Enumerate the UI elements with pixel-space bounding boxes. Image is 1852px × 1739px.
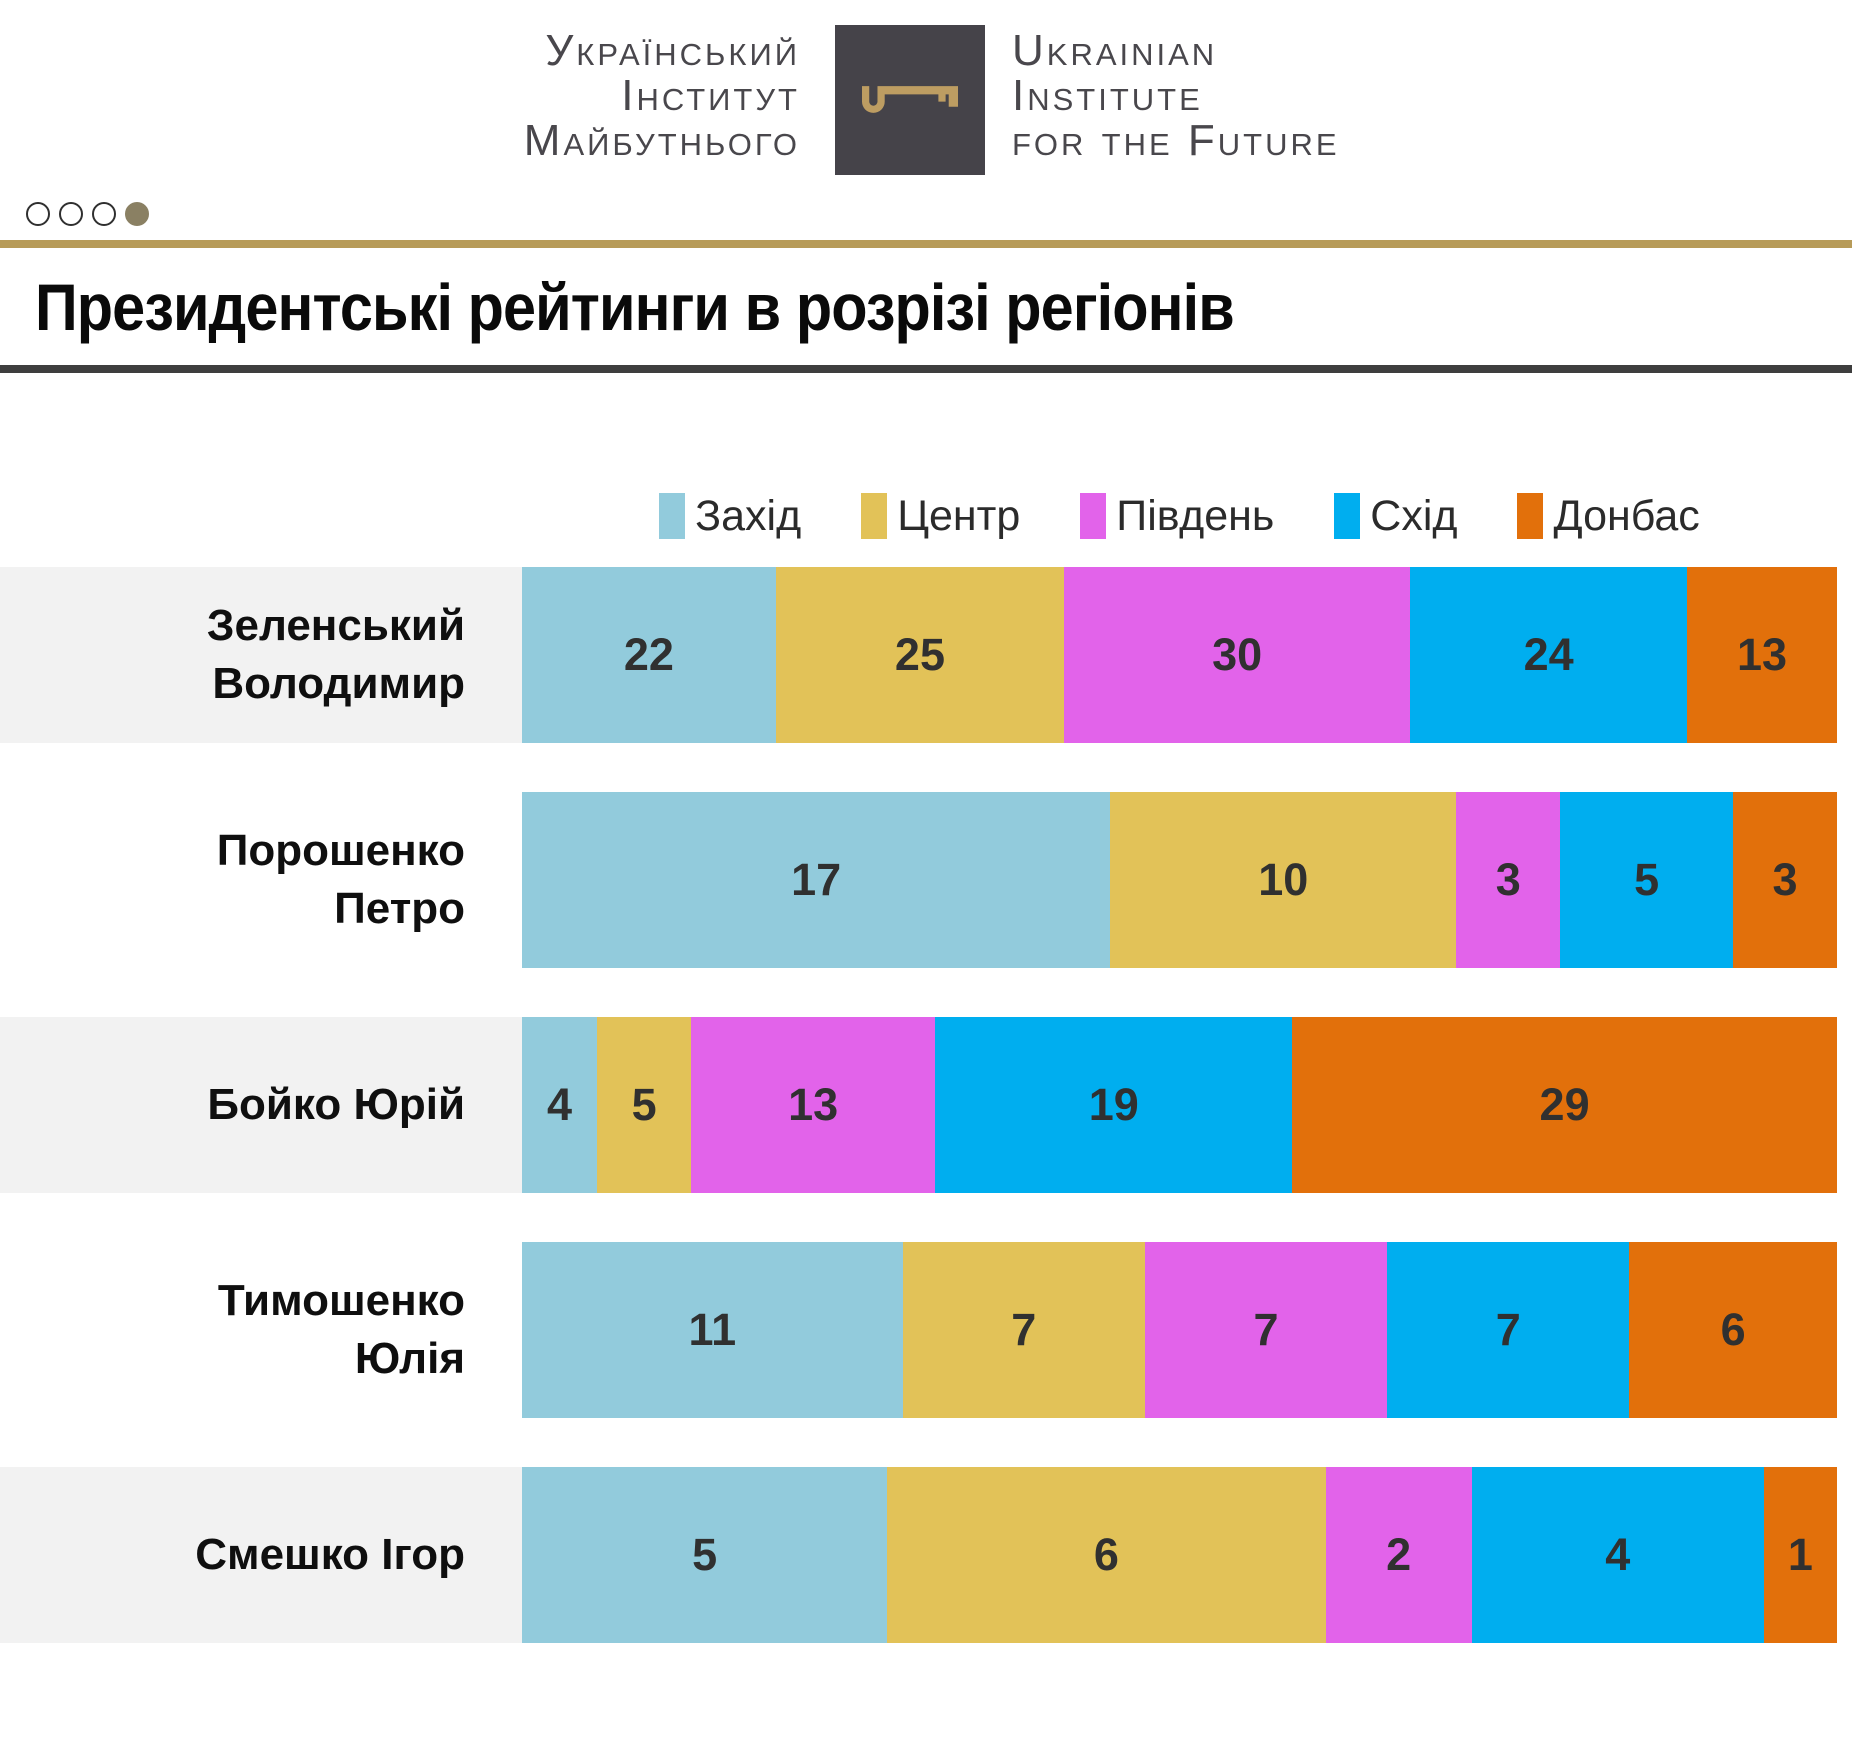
segment-value: 7	[1011, 1304, 1037, 1355]
legend-label: Південь	[1116, 491, 1275, 540]
chart-legend: Захід Центр Південь Схід Донбас	[522, 487, 1837, 545]
segment-value: 2	[1386, 1529, 1412, 1580]
segment-value: 10	[1258, 854, 1309, 905]
segment-value: 3	[1495, 854, 1521, 905]
key-icon-shape	[862, 86, 958, 113]
logo-ukrainian-text: Український Інститут Майбутнього	[523, 26, 800, 165]
dark-divider	[0, 365, 1852, 373]
legend-label: Донбас	[1553, 491, 1700, 540]
row-bars: 17 10 3 5 3	[522, 792, 1837, 968]
segment-value: 3	[1772, 854, 1798, 905]
segment-value: 7	[1253, 1304, 1279, 1355]
carousel-dot[interactable]	[59, 202, 83, 226]
row-label: Бойко Юрій	[0, 1017, 522, 1193]
bar-segment-Схід: 4	[1471, 1467, 1764, 1643]
row-bars: 22 25 30 24 13	[522, 567, 1837, 743]
legend-item: Центр	[861, 492, 1020, 541]
chart-row: Тимошенко Юлія 11 7 7 7 6	[0, 1242, 1852, 1418]
carousel-dot[interactable]	[26, 202, 50, 226]
segment-value: 11	[688, 1304, 737, 1355]
row-label: Тимошенко Юлія	[217, 1276, 465, 1383]
segment-value: 5	[692, 1529, 718, 1580]
segment-value: 6	[1720, 1304, 1746, 1355]
segment-value: 13	[788, 1079, 839, 1130]
chart-row: Зеленський Володимир 22 25 30 24 13	[0, 567, 1852, 743]
chart-row: Порошенко Петро 17 10 3 5 3	[0, 792, 1852, 968]
bar-segment-Центр: 25	[775, 567, 1065, 743]
legend-swatch	[1517, 493, 1544, 539]
bar-segment-Центр: 10	[1110, 792, 1457, 968]
segment-value: 19	[1088, 1079, 1139, 1130]
segment-value: 24	[1523, 629, 1574, 680]
bar-segment-Центр: 5	[597, 1017, 692, 1193]
segment-value: 4	[1605, 1529, 1631, 1580]
chart-row: Смешко Ігор 5 6 2 4 1	[0, 1467, 1852, 1643]
carousel-dot[interactable]	[125, 202, 149, 226]
bar-segment-Захід: 4	[522, 1017, 598, 1193]
bar-segment-Донбас: 29	[1292, 1017, 1837, 1193]
segment-value: 13	[1736, 629, 1788, 680]
row-label: Смешко Ігор	[0, 1467, 522, 1643]
bar-segment-Схід: 19	[935, 1017, 1293, 1193]
legend-label: Захід	[695, 491, 802, 540]
legend-item: Донбас	[1517, 491, 1700, 541]
logo-box	[835, 25, 985, 175]
segment-value: 29	[1539, 1079, 1590, 1130]
chart-row: Бойко Юрій 4 5 13 19 29	[0, 1017, 1852, 1193]
row-bars: 11 7 7 7 6	[522, 1242, 1837, 1418]
legend-label: Центр	[897, 491, 1021, 540]
legend-swatch	[659, 493, 686, 539]
page-title-text: Президентські рейтинги в розрізі регіоні…	[35, 269, 1235, 344]
bar-segment-Схід: 7	[1387, 1242, 1630, 1418]
segment-value: 5	[631, 1079, 657, 1130]
segment-value: 4	[547, 1079, 573, 1130]
bar-segment-Захід: 22	[522, 567, 776, 743]
chart-rows: Зеленський Володимир 22 25 30 24 13 Порошенко …	[0, 567, 1852, 1692]
bar-segment-Схід: 24	[1410, 567, 1688, 743]
legend-swatch	[1080, 493, 1107, 539]
row-bars: 5 6 2 4 1	[522, 1467, 1837, 1643]
segment-value: 6	[1093, 1529, 1119, 1580]
carousel-dot[interactable]	[92, 202, 116, 226]
legend-item: Схід	[1334, 492, 1457, 541]
segment-value: 7	[1495, 1304, 1521, 1355]
bar-segment-Південь: 30	[1064, 567, 1411, 743]
segment-value: 25	[894, 629, 945, 680]
legend-label: Схід	[1370, 491, 1458, 540]
bar-segment-Донбас: 6	[1629, 1242, 1837, 1418]
row-label: Зеленський Володимир	[0, 567, 522, 743]
segment-value: 1	[1787, 1529, 1813, 1580]
bar-segment-Донбас: 1	[1763, 1467, 1837, 1643]
legend-swatch	[861, 493, 888, 539]
row-bars: 4 5 13 19 29	[522, 1017, 1837, 1193]
bar-segment-Південь: 2	[1325, 1467, 1472, 1643]
legend-item: Захід	[659, 492, 801, 541]
bar-segment-Центр: 7	[902, 1242, 1145, 1418]
segment-value: 30	[1212, 629, 1263, 680]
carousel-dots	[26, 202, 149, 226]
bar-segment-Південь: 3	[1456, 792, 1561, 968]
logo-english-text: Ukrainian Institute for the Future	[1012, 26, 1340, 165]
bar-segment-Донбас: 13	[1687, 567, 1837, 743]
bar-segment-Схід: 5	[1560, 792, 1734, 968]
gold-divider	[0, 240, 1852, 248]
bar-segment-Донбас: 3	[1733, 792, 1837, 968]
key-icon	[862, 86, 958, 113]
bar-segment-Південь: 7	[1144, 1242, 1388, 1418]
bar-segment-Захід: 5	[522, 1467, 888, 1643]
bar-segment-Південь: 13	[691, 1017, 936, 1193]
row-label: Порошенко Петро	[216, 826, 465, 933]
bar-segment-Центр: 6	[887, 1467, 1326, 1643]
page-title: Президентські рейтинги в розрізі регіоні…	[0, 248, 1852, 365]
bar-segment-Захід: 17	[522, 792, 1111, 968]
legend-swatch	[1334, 493, 1361, 539]
segment-value: 22	[623, 629, 674, 680]
segment-value: 5	[1634, 854, 1660, 905]
bar-segment-Захід: 11	[522, 1242, 903, 1418]
segment-value: 17	[791, 854, 842, 905]
legend-item: Південь	[1080, 492, 1274, 541]
